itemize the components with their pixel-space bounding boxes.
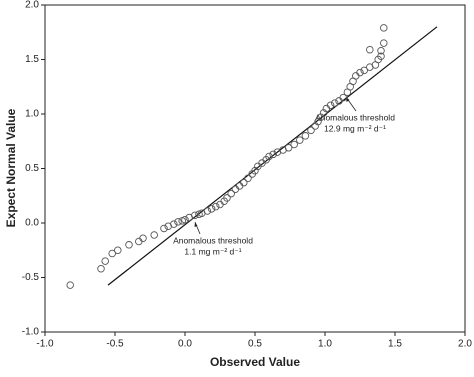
- x-tick-label: -0.5: [106, 339, 124, 350]
- y-tick-label: -0.5: [22, 272, 40, 283]
- annotation-text: Anomalous threshold: [173, 235, 253, 245]
- annotation-text: Anomalous threshold: [315, 112, 395, 122]
- x-tick-label: 1.0: [318, 339, 332, 350]
- data-point: [290, 140, 298, 149]
- data-point: [366, 45, 374, 54]
- data-point: [339, 93, 347, 102]
- y-tick-label: -1.0: [22, 327, 40, 338]
- data-point: [227, 189, 235, 198]
- data-point: [174, 218, 182, 226]
- data-point: [231, 185, 240, 193]
- data-point: [265, 152, 273, 161]
- data-point: [203, 207, 212, 215]
- x-axis-title: Observed Value: [210, 355, 300, 369]
- data-point: [307, 126, 315, 135]
- y-tick-label: 0.5: [25, 163, 39, 174]
- x-tick-label: 0.0: [178, 339, 192, 350]
- data-point: [352, 72, 360, 80]
- data-point: [135, 237, 143, 246]
- data-point: [360, 66, 368, 75]
- data-point: [377, 52, 385, 60]
- y-tick-label: 0.0: [25, 218, 39, 229]
- annotation: Anomalous threshold 1.1 mg m⁻² d⁻¹: [173, 221, 253, 256]
- data-point: [269, 150, 277, 159]
- y-axis-title: Expect Normal Value: [4, 108, 18, 227]
- data-point: [114, 246, 122, 254]
- data-point: [150, 231, 158, 239]
- x-tick-label: 1.5: [388, 339, 402, 350]
- data-point: [301, 132, 310, 140]
- data-point: [235, 182, 244, 190]
- data-point: [380, 39, 388, 47]
- arrow-head: [194, 222, 198, 227]
- data-point: [125, 241, 133, 249]
- data-point: [160, 224, 168, 233]
- data-point: [207, 205, 216, 213]
- data-point: [97, 265, 105, 273]
- data-point: [181, 215, 189, 224]
- data-point: [170, 220, 178, 228]
- data-point: [212, 202, 220, 211]
- x-tick-label: 0.5: [248, 339, 262, 350]
- x-tick-label: -1.0: [36, 339, 54, 350]
- data-point: [108, 249, 116, 258]
- y-tick-label: 1.0: [25, 109, 39, 120]
- y-tick-label: 1.5: [25, 54, 39, 65]
- data-point: [284, 144, 293, 152]
- data-point: [326, 101, 335, 110]
- data-point: [377, 47, 385, 55]
- data-point: [139, 234, 147, 243]
- data-point: [240, 178, 248, 187]
- data-point: [66, 281, 74, 289]
- data-point: [223, 194, 231, 202]
- x-tick-label: 2.0: [458, 339, 472, 350]
- data-point: [101, 257, 109, 265]
- data-point: [356, 68, 364, 77]
- data-point: [331, 99, 339, 107]
- data-point: [244, 174, 252, 183]
- annotation-text: 1.1 mg m⁻² d⁻¹: [184, 246, 241, 256]
- data-point: [380, 24, 388, 32]
- data-point: [191, 211, 199, 220]
- annotation-text: 12.9 mg m⁻² d⁻¹: [324, 123, 386, 133]
- y-tick-label: 2.0: [25, 0, 39, 11]
- data-point: [296, 136, 304, 144]
- annotation: Anomalous threshold 12.9 mg m⁻² d⁻¹: [315, 96, 395, 133]
